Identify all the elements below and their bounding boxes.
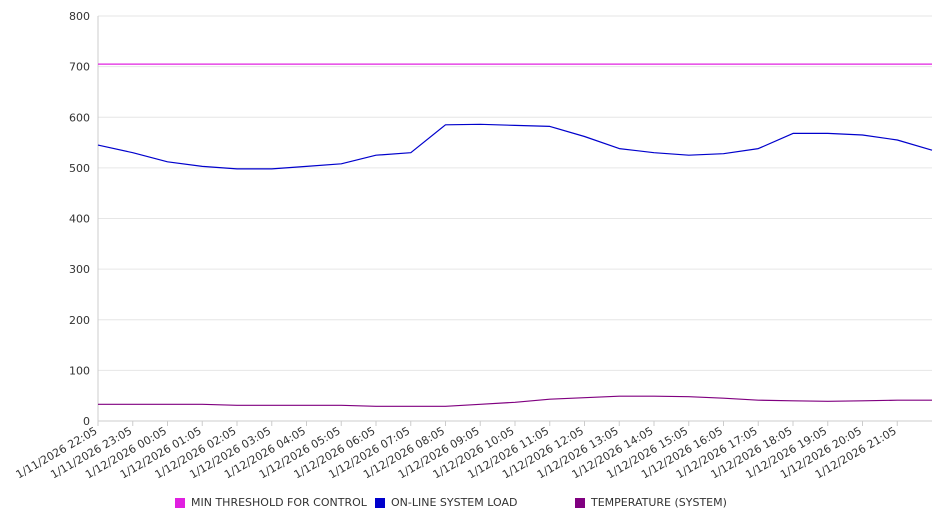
legend-label-min-threshold: MIN THRESHOLD FOR CONTROL — [191, 496, 367, 509]
legend-label-system-load: ON-LINE SYSTEM LOAD — [391, 496, 518, 509]
y-tick-labels: 0 100 200 300 400 500 600 700 800 — [69, 10, 90, 428]
legend-swatch-temperature — [575, 497, 585, 508]
legend: MIN THRESHOLD FOR CONTROL ON-LINE SYSTEM… — [0, 496, 946, 516]
y-tick-label: 400 — [69, 213, 90, 226]
legend-label-temperature: TEMPERATURE (SYSTEM) — [591, 496, 727, 509]
y-tick-label: 0 — [83, 415, 90, 428]
y-tick-label: 200 — [69, 314, 90, 327]
y-tick-label: 600 — [69, 111, 90, 124]
y-tick-label: 300 — [69, 263, 90, 276]
x-tick-labels: 1/11/2026 22:051/11/2026 23:051/12/2026 … — [14, 421, 899, 481]
legend-item-temperature[interactable]: TEMPERATURE (SYSTEM) — [575, 496, 727, 509]
grid-lines — [98, 15, 932, 371]
y-tick-label: 500 — [69, 162, 90, 175]
series-line-temperature — [98, 395, 932, 407]
y-tick-label: 800 — [69, 10, 90, 23]
legend-item-min-threshold[interactable]: MIN THRESHOLD FOR CONTROL — [175, 496, 367, 509]
legend-item-system-load[interactable]: ON-LINE SYSTEM LOAD — [375, 496, 517, 509]
series-lines — [97, 63, 933, 407]
legend-swatch-system-load — [375, 497, 385, 508]
y-tick-label: 700 — [69, 61, 90, 74]
series-line-system-load — [97, 123, 933, 170]
y-tick-label: 100 — [69, 364, 90, 377]
legend-swatch-min-threshold — [175, 497, 185, 508]
